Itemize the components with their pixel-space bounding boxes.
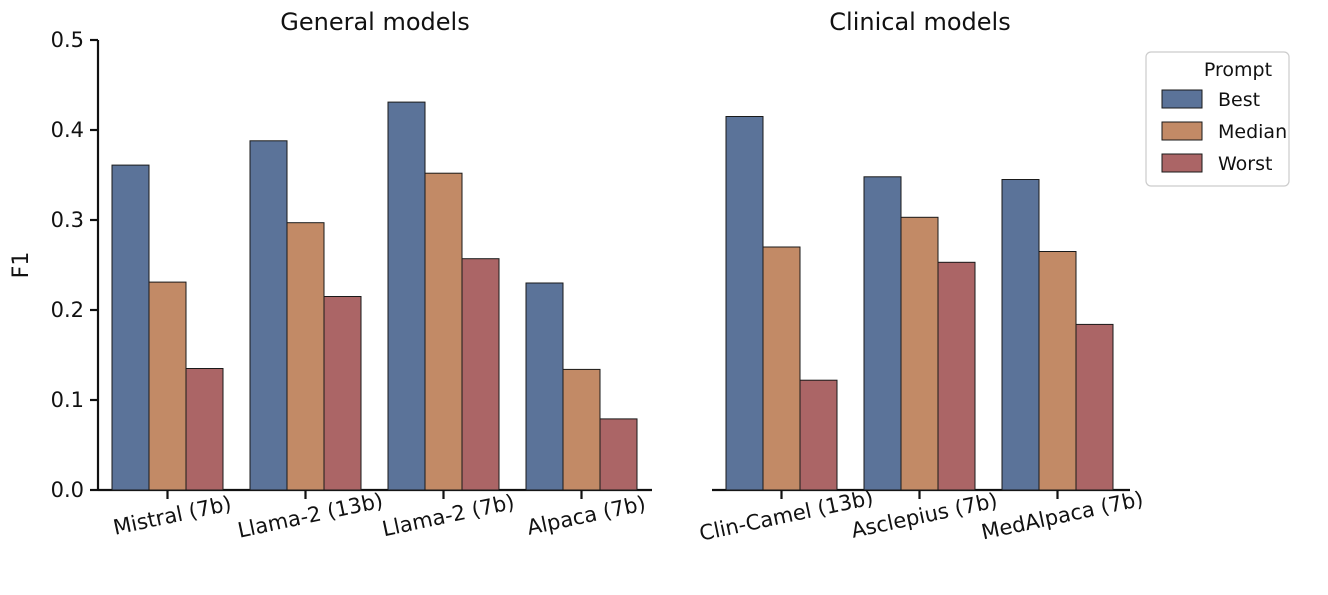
- legend: Prompt Best Median Worst: [1145, 51, 1290, 187]
- bar-median: [900, 216, 939, 491]
- legend-label: Best: [1218, 89, 1260, 111]
- legend-entries: Best Median Worst: [1161, 89, 1287, 175]
- legend-swatch-worst: [1161, 153, 1203, 173]
- bar-median: [148, 281, 187, 491]
- bar-worst: [799, 379, 838, 491]
- bar-best: [725, 116, 764, 491]
- bar-median: [762, 246, 801, 491]
- y-tick-label: 0.4: [51, 118, 84, 142]
- clinical-models-panel: Clinical models Clin-Camel (13b)Asclepiu…: [697, 8, 1145, 546]
- legend-label: Median: [1218, 121, 1287, 143]
- bar-median: [1038, 251, 1077, 491]
- chart-title-clinical: Clinical models: [829, 8, 1010, 36]
- x-category-label: Alpaca (7b): [525, 491, 648, 540]
- y-tick-label: 0.5: [51, 28, 84, 52]
- bar-worst: [599, 418, 638, 491]
- bar-worst: [323, 296, 362, 491]
- bar-best: [387, 101, 426, 491]
- bar-median: [562, 368, 601, 491]
- legend-box: [1145, 51, 1290, 187]
- legend-label: Worst: [1218, 153, 1272, 175]
- x-category-label: MedAlpaca (7b): [979, 487, 1145, 545]
- x-category-label: Llama-2 (13b): [236, 488, 386, 542]
- legend-swatch-median: [1161, 121, 1203, 141]
- bar-best: [525, 282, 564, 491]
- y-tick-label: 0.2: [51, 298, 84, 322]
- chart-title-general: General models: [280, 8, 469, 36]
- x-category-label: Mistral (7b): [111, 491, 234, 539]
- bar-best: [863, 176, 902, 491]
- bar-worst: [1075, 323, 1114, 491]
- x-category-label: Llama-2 (7b): [380, 490, 516, 541]
- legend-title: Prompt: [1204, 59, 1272, 81]
- general-models-panel: General models F1 0.0 0.1 0.2 0.3 0.4 0.5 Mis…: [9, 8, 652, 543]
- x-categories-general: Mistral (7b) Llama-2 (13b)Llama-2 (7b) Alp…: [111, 488, 648, 542]
- y-ticks: 0.0 0.1 0.2 0.3 0.4 0.5: [51, 28, 98, 502]
- x-categories-clinical: Clin-Camel (13b)Asclepius (7b)MedAlpaca …: [697, 485, 1145, 545]
- y-tick-label: 0.3: [51, 208, 84, 232]
- bar-median: [286, 222, 325, 491]
- bars-general: [111, 101, 638, 491]
- bar-best: [249, 140, 288, 491]
- bars-clinical: [725, 116, 1114, 491]
- x-category-label: Clin-Camel (13b): [697, 485, 875, 545]
- legend-swatch-best: [1161, 89, 1203, 109]
- bar-worst: [461, 258, 500, 491]
- bar-worst: [185, 368, 224, 491]
- y-tick-label: 0.0: [51, 478, 84, 502]
- bar-best: [1001, 179, 1040, 491]
- y-tick-label: 0.1: [51, 388, 84, 412]
- bar-best: [111, 164, 150, 491]
- bar-worst: [937, 261, 976, 491]
- y-axis-label: F1: [9, 252, 34, 279]
- bar-median: [424, 172, 463, 491]
